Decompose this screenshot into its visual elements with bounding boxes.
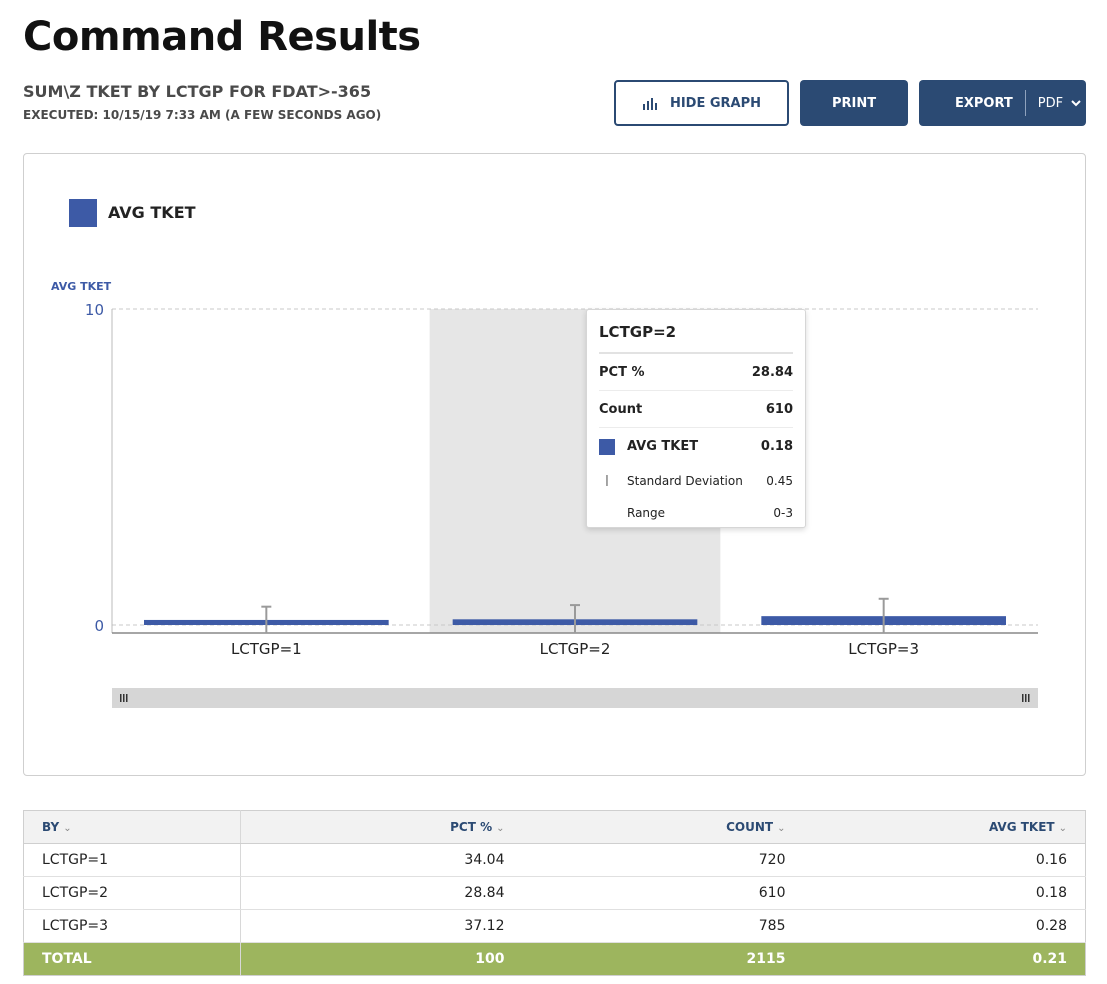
table-row: LCTGP=2 28.84 610 0.18 xyxy=(23,876,1086,910)
tooltip-range-row: Range 0-3 xyxy=(599,497,793,529)
tooltip-count-label: Count xyxy=(599,401,643,417)
tooltip-series-swatch xyxy=(599,438,615,455)
cell-total-count: 2115 xyxy=(522,942,804,976)
cell-avg: 0.28 xyxy=(803,909,1086,943)
tooltip-std-value: 0.45 xyxy=(766,474,793,488)
table-row: LCTGP=1 34.04 720 0.16 xyxy=(23,843,1086,877)
tooltip-avg-label: AVG TKET xyxy=(627,439,699,454)
print-button[interactable]: PRINT xyxy=(800,80,908,126)
chart-tooltip: LCTGP=2 PCT % 28.84 Count 610 AVG TKET 0… xyxy=(586,309,806,528)
scrollbar-right-handle[interactable] xyxy=(1022,694,1030,702)
export-format-select[interactable]: PDF xyxy=(1037,95,1064,111)
tooltip-count-value: 610 xyxy=(765,401,793,417)
chart-panel: AVG TKET AVG TKET 10 0 LCTGP=1 LCTGP=2 LCTGP… xyxy=(23,153,1086,776)
table-header-row: BY ⌄ PCT % ⌄ COUNT ⌄ AVG TKET ⌄ xyxy=(23,810,1086,844)
y-axis-label: AVG TKET xyxy=(51,280,112,293)
cell-by: LCTGP=3 xyxy=(23,909,241,943)
table-total-row: TOTAL 100 2115 0.21 xyxy=(23,942,1086,976)
tooltip-title: LCTGP=2 xyxy=(599,310,793,354)
export-button[interactable]: EXPORT PDF xyxy=(919,80,1086,126)
cell-by: LCTGP=2 xyxy=(23,876,241,910)
cell-avg: 0.18 xyxy=(803,876,1086,910)
tooltip-pct-label: PCT % xyxy=(599,364,645,380)
cell-pct: 37.12 xyxy=(240,909,523,943)
chevron-down-icon[interactable]: ⌄ xyxy=(63,823,72,834)
cell-count: 720 xyxy=(522,843,804,877)
cell-count: 610 xyxy=(522,876,804,910)
bar-chart: AVG TKET 10 0 LCTGP=1 LCTGP=2 LCTGP=3 xyxy=(51,280,1038,708)
chevron-down-icon[interactable]: ⌄ xyxy=(1058,823,1067,834)
chevron-down-icon[interactable]: ⌄ xyxy=(777,823,786,834)
tooltip-pct-value: 28.84 xyxy=(751,364,793,380)
chevron-down-icon[interactable] xyxy=(1071,99,1081,107)
table-row: LCTGP=3 37.12 785 0.28 xyxy=(23,909,1086,943)
hide-graph-button[interactable]: HIDE GRAPH xyxy=(614,80,789,126)
print-label: PRINT xyxy=(831,95,877,111)
export-divider xyxy=(1024,90,1026,116)
legend-swatch[interactable] xyxy=(69,199,97,227)
chevron-down-icon[interactable]: ⌄ xyxy=(496,823,505,834)
error-bar-icon: I xyxy=(604,472,610,490)
cell-count: 785 xyxy=(522,909,804,943)
tooltip-pct-row: PCT % 28.84 xyxy=(599,354,793,391)
tooltip-count-row: Count 610 xyxy=(599,391,793,428)
cell-total-avg: 0.21 xyxy=(803,942,1086,976)
cell-pct: 28.84 xyxy=(240,876,523,910)
bar-chart-icon xyxy=(642,98,657,110)
x-tick-label: LCTGP=2 xyxy=(540,640,611,658)
tooltip-range-label: Range xyxy=(627,506,666,520)
column-header-by[interactable]: BY ⌄ xyxy=(23,810,241,844)
page-title: Command Results xyxy=(23,14,421,60)
tooltip-std-row: I Standard Deviation 0.45 xyxy=(599,465,793,497)
x-tick-label: LCTGP=1 xyxy=(231,640,302,658)
cell-total-label: TOTAL xyxy=(23,942,241,976)
y-tick-label: 10 xyxy=(85,301,104,319)
legend-label: AVG TKET xyxy=(108,203,196,222)
scrollbar-left-handle[interactable] xyxy=(120,694,128,702)
results-table: BY ⌄ PCT % ⌄ COUNT ⌄ AVG TKET ⌄ LCTGP=1 34.0… xyxy=(23,810,1086,976)
tooltip-std-label: Standard Deviation xyxy=(627,474,743,488)
x-tick-label: LCTGP=3 xyxy=(848,640,919,658)
tooltip-avg-row: AVG TKET 0.18 xyxy=(599,428,793,465)
column-header-pct[interactable]: PCT % ⌄ xyxy=(240,810,523,844)
cell-pct: 34.04 xyxy=(240,843,523,877)
cell-by: LCTGP=1 xyxy=(23,843,241,877)
hide-graph-label: HIDE GRAPH xyxy=(669,95,762,111)
cell-total-pct: 100 xyxy=(240,942,523,976)
chart-scrollbar[interactable] xyxy=(112,688,1038,708)
executed-timestamp: EXECUTED: 10/15/19 7:33 AM (A FEW SECOND… xyxy=(23,108,382,122)
column-header-avg-tket[interactable]: AVG TKET ⌄ xyxy=(803,810,1086,844)
y-tick-label: 0 xyxy=(94,617,104,635)
tooltip-range-value: 0-3 xyxy=(773,506,793,520)
tooltip-avg-value: 0.18 xyxy=(760,439,793,454)
column-header-count[interactable]: COUNT ⌄ xyxy=(522,810,804,844)
cell-avg: 0.16 xyxy=(803,843,1086,877)
command-text: SUM\Z TKET BY LCTGP FOR FDAT>-365 xyxy=(23,82,372,101)
export-label: EXPORT xyxy=(955,95,1013,111)
